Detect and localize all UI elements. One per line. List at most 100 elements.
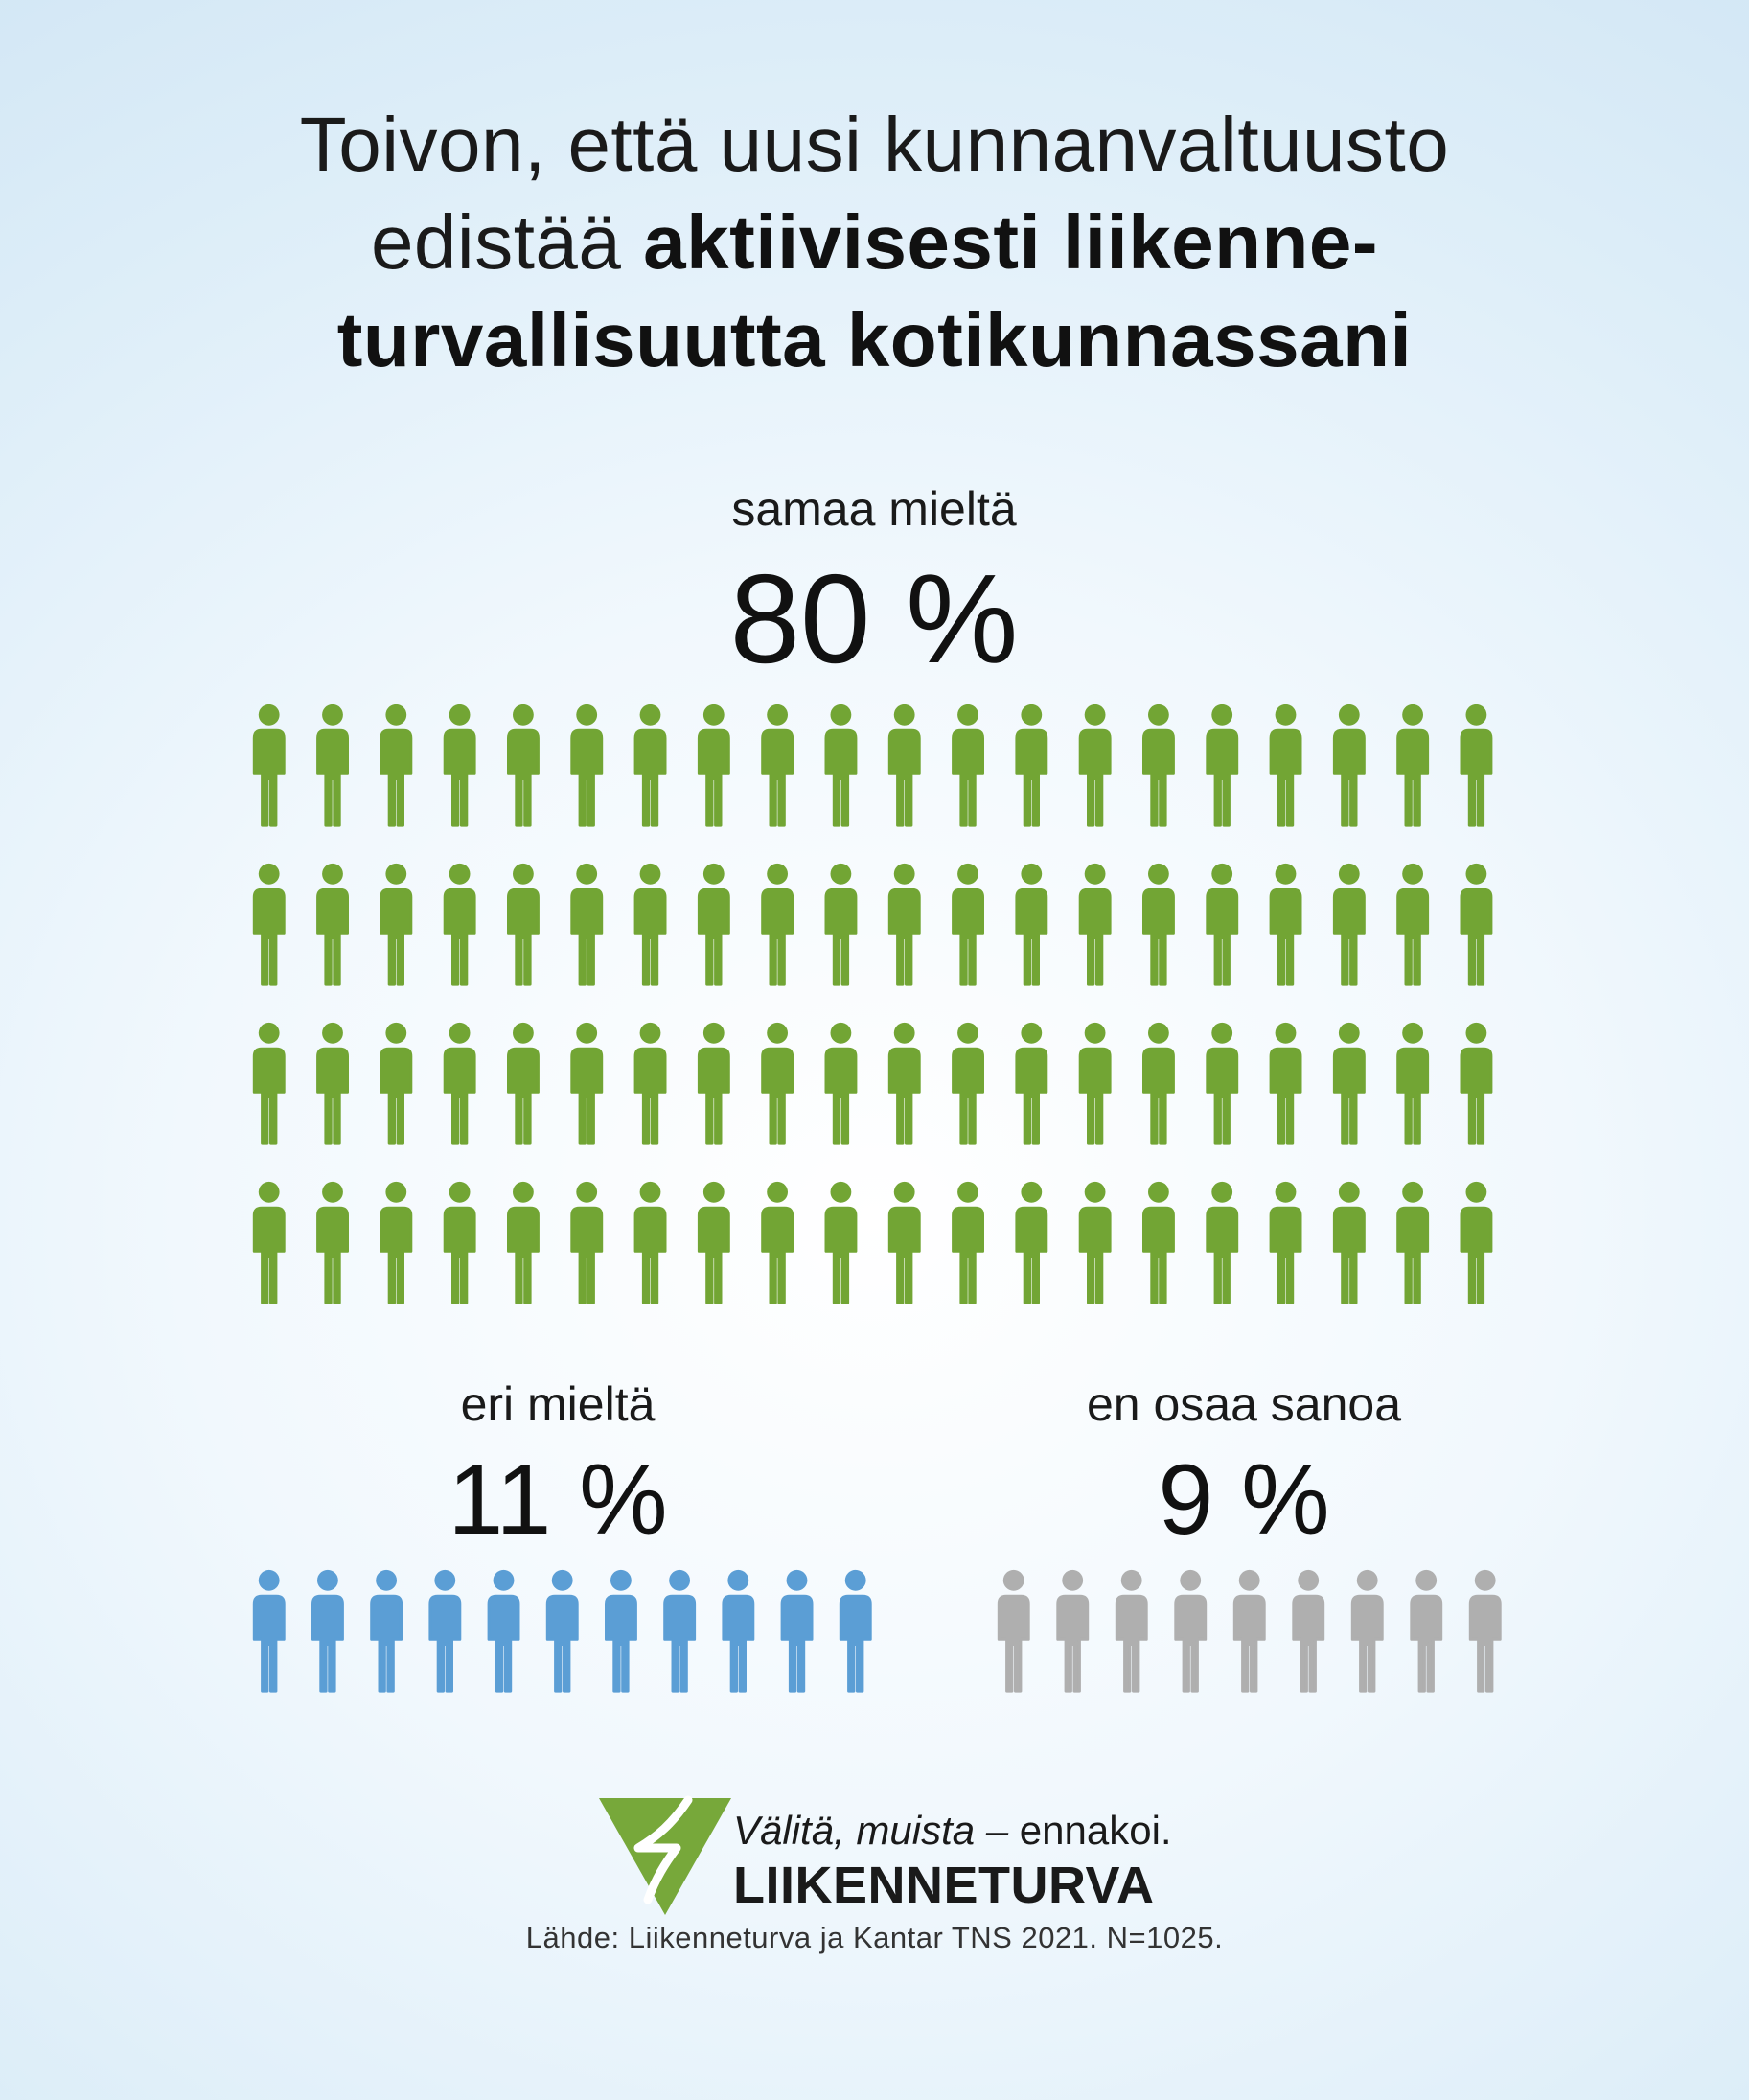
- agree-person-icon: [1015, 704, 1048, 827]
- agree-person-icon: [1460, 1022, 1493, 1145]
- agree-person-icon: [443, 1181, 476, 1304]
- agree-person-icon: [380, 1181, 413, 1304]
- agree-person-icon: [380, 704, 413, 827]
- agree-person-icon: [1269, 1022, 1302, 1145]
- agree-person-icon: [887, 863, 921, 986]
- agree-label: samaa mieltä: [731, 482, 1017, 536]
- unsure-percentage: 9 %: [1158, 1444, 1330, 1556]
- agree-person-icon: [570, 863, 604, 986]
- agree-person-icon: [1015, 863, 1048, 986]
- source-note: Lähde: Liikenneturva ja Kantar TNS 2021.…: [525, 1921, 1224, 1954]
- agree-person-icon: [570, 1181, 604, 1304]
- disagree-person-icon: [663, 1569, 697, 1693]
- agree-person-icon: [507, 1181, 540, 1304]
- agree-person-icon: [761, 704, 794, 827]
- agree-person-icon: [887, 1181, 921, 1304]
- agree-person-icon: [761, 1022, 794, 1145]
- agree-person-icon: [633, 1022, 667, 1145]
- agree-person-icon: [952, 704, 984, 827]
- agree-person-icon: [1460, 863, 1493, 986]
- disagree-pictograph: [252, 1569, 872, 1693]
- unsure-person-icon: [997, 1569, 1030, 1693]
- agree-person-icon: [633, 1181, 667, 1304]
- liikenneturva-logo: Välitä, muista – ennakoi. LIIKENNETURVA: [594, 1792, 1172, 1917]
- agree-person-icon: [316, 863, 350, 986]
- chart-title: Toivon, että uusi kunnanvaltuusto edistä…: [0, 96, 1749, 389]
- title-line-2-bold: aktiivisesti liikenne-: [643, 199, 1379, 285]
- agree-person-icon: [697, 1181, 730, 1304]
- agree-person-icon: [443, 863, 476, 986]
- agree-person-icon: [761, 863, 794, 986]
- agree-person-icon: [1206, 704, 1239, 827]
- agree-person-icon: [1142, 1181, 1175, 1304]
- unsure-person-icon: [1468, 1569, 1502, 1693]
- agree-person-icon: [824, 1022, 858, 1145]
- logo-slogan-italic: Välitä, muista –: [733, 1808, 1009, 1853]
- agree-person-icon: [570, 1022, 604, 1145]
- agree-person-icon: [1078, 863, 1112, 986]
- agree-person-icon: [1078, 704, 1112, 827]
- agree-person-icon: [443, 704, 476, 827]
- agree-person-icon: [1015, 1022, 1048, 1145]
- agree-person-icon: [697, 1022, 730, 1145]
- disagree-person-icon: [252, 1569, 286, 1693]
- disagree-person-icon: [780, 1569, 814, 1693]
- agree-person-icon: [1332, 1022, 1366, 1145]
- disagree-person-icon: [487, 1569, 520, 1693]
- unsure-person-icon: [1292, 1569, 1325, 1693]
- agree-person-icon: [252, 1181, 286, 1304]
- agree-person-icon: [1332, 1181, 1366, 1304]
- disagree-person-icon: [839, 1569, 872, 1693]
- disagree-person-icon: [428, 1569, 462, 1693]
- title-line-3-bold: turvallisuutta kotikunnassani: [336, 297, 1413, 382]
- agree-person-icon: [316, 704, 350, 827]
- title-line-3: turvallisuutta kotikunnassani: [0, 291, 1749, 389]
- title-line-1: Toivon, että uusi kunnanvaltuusto: [299, 102, 1450, 187]
- agree-person-icon: [1332, 704, 1366, 827]
- agree-person-icon: [570, 704, 604, 827]
- logo-brand: LIIKENNETURVA: [733, 1857, 1155, 1914]
- unsure-person-icon: [1056, 1569, 1090, 1693]
- unsure-pictograph: [997, 1569, 1502, 1693]
- agree-person-icon: [380, 863, 413, 986]
- agree-person-icon: [1460, 704, 1493, 827]
- unsure-label: en osaa sanoa: [1086, 1377, 1402, 1431]
- agree-person-icon: [507, 863, 540, 986]
- agree-percentage: 80 %: [729, 548, 1019, 689]
- unsure-person-icon: [1115, 1569, 1148, 1693]
- agree-person-icon: [507, 704, 540, 827]
- agree-person-icon: [1269, 704, 1302, 827]
- agree-person-icon: [443, 1022, 476, 1145]
- agree-person-icon: [252, 863, 286, 986]
- agree-person-icon: [887, 1022, 921, 1145]
- disagree-person-icon: [722, 1569, 755, 1693]
- agree-person-icon: [1078, 1181, 1112, 1304]
- unsure-person-icon: [1350, 1569, 1384, 1693]
- disagree-person-icon: [545, 1569, 579, 1693]
- disagree-person-icon: [370, 1569, 403, 1693]
- agree-person-icon: [824, 863, 858, 986]
- agree-person-icon: [507, 1022, 540, 1145]
- unsure-person-icon: [1232, 1569, 1266, 1693]
- agree-person-icon: [1078, 1022, 1112, 1145]
- agree-person-icon: [1460, 1181, 1493, 1304]
- disagree-label: eri mieltä: [460, 1377, 656, 1431]
- unsure-person-icon: [1410, 1569, 1443, 1693]
- agree-person-icon: [252, 1022, 286, 1145]
- logo-slogan-plain: ennakoi.: [1008, 1808, 1172, 1853]
- agree-person-icon: [952, 1181, 984, 1304]
- agree-person-icon: [1269, 863, 1302, 986]
- agree-pictograph: [252, 704, 1493, 1304]
- agree-person-icon: [1396, 863, 1430, 986]
- agree-person-icon: [697, 704, 730, 827]
- agree-person-icon: [1015, 1181, 1048, 1304]
- agree-person-icon: [633, 704, 667, 827]
- agree-person-icon: [1269, 1181, 1302, 1304]
- agree-person-icon: [1142, 704, 1175, 827]
- agree-person-icon: [1206, 863, 1239, 986]
- agree-person-icon: [952, 863, 984, 986]
- agree-person-icon: [633, 863, 667, 986]
- agree-person-icon: [1396, 1181, 1430, 1304]
- agree-person-icon: [952, 1022, 984, 1145]
- agree-person-icon: [824, 704, 858, 827]
